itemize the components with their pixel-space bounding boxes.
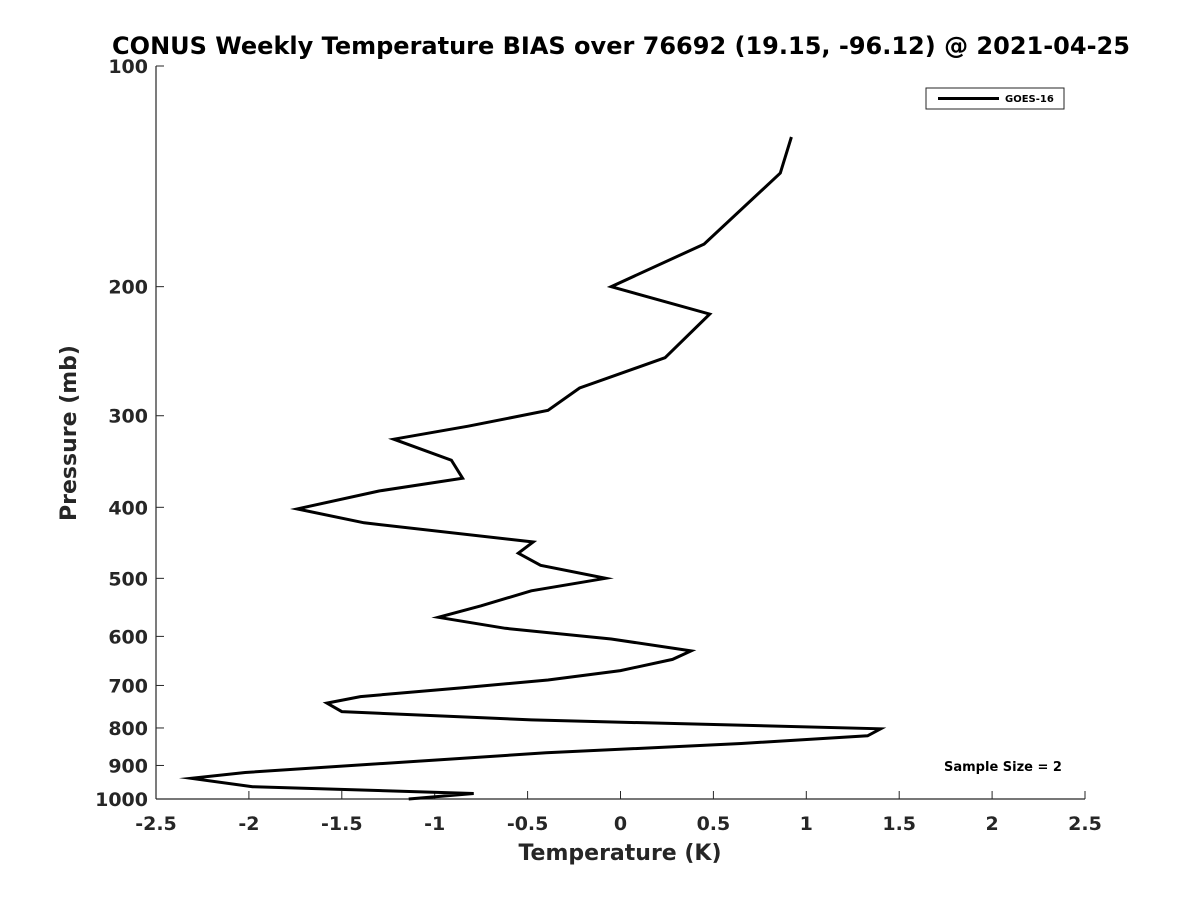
y-tick-label: 200	[108, 277, 148, 299]
x-tick-label: -1.5	[321, 813, 363, 835]
y-tick-label: 600	[108, 626, 148, 648]
y-axis-label: Pressure (mb)	[57, 345, 82, 521]
y-tick-label: 800	[108, 718, 148, 740]
x-tick-label: -2	[238, 813, 259, 835]
chart-title: CONUS Weekly Temperature BIAS over 76692…	[112, 32, 1130, 60]
y-tick-label: 100	[108, 56, 148, 78]
y-tick-label: 1000	[95, 789, 148, 811]
y-tick-label: 700	[108, 675, 148, 697]
x-tick-label: -1	[424, 813, 445, 835]
x-axis-label: Temperature (K)	[518, 841, 721, 866]
x-tick-label: -2.5	[135, 813, 177, 835]
x-tick-label: 0	[614, 813, 627, 835]
y-tick-label: 400	[108, 497, 148, 519]
series-layer	[178, 136, 887, 801]
legend: GOES-16	[925, 87, 1065, 110]
sample-size-annotation: Sample Size = 2	[944, 760, 1062, 775]
plot-area	[156, 66, 1085, 799]
x-tick-label: 1.5	[882, 813, 916, 835]
y-tick-label: 900	[108, 755, 148, 777]
x-tick-label: 0.5	[697, 813, 731, 835]
series-line-goes-16	[178, 136, 887, 801]
y-tick-label: 500	[108, 568, 148, 590]
legend-entry-goes-16: GOES-16	[1005, 94, 1054, 105]
x-tick-label: 2.5	[1068, 813, 1102, 835]
y-tick-label: 300	[108, 406, 148, 428]
x-tick-label: 2	[985, 813, 998, 835]
x-tick-label: -0.5	[507, 813, 549, 835]
x-tick-label: 1	[800, 813, 813, 835]
x-axis-ticks: -2.5 -2 -1.5 -1 -0.5 0 0.5 1 1.5 2 2.5	[135, 791, 1102, 835]
y-axis-ticks: 100 200 300 400 500 600 700 800 900 1000	[95, 56, 164, 811]
